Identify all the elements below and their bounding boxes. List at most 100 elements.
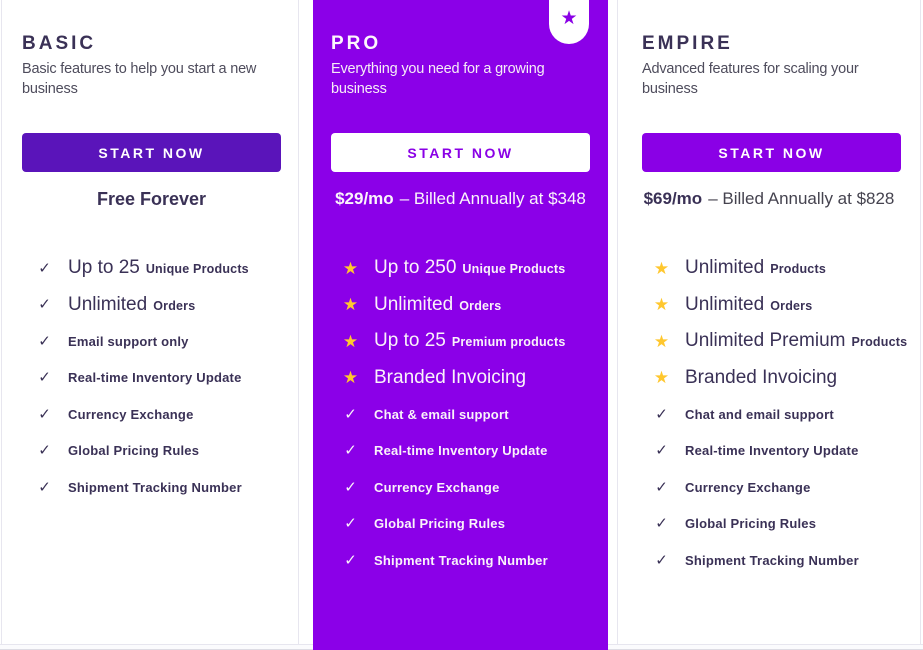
feature-row: ✓ Currency Exchange [618, 469, 920, 506]
price-billing-note: – Billed Annually at $348 [399, 189, 586, 208]
check-icon: ✓ [38, 405, 51, 423]
plan-card-pro: ★ PRO Everything you need for a growing … [313, 0, 608, 650]
feature-suffix: Products [770, 262, 826, 277]
price-note: Free Forever [96, 189, 207, 209]
check-icon: ✓ [655, 478, 668, 496]
feature-main: Real-time Inventory Update [68, 370, 242, 386]
check-icon: ✓ [344, 551, 357, 569]
feature-main: Currency Exchange [685, 479, 811, 495]
feature-row: ✓ Up to 25 Unique Products [2, 250, 298, 287]
star-icon: ★ [653, 258, 670, 278]
feature-row: ✓ Currency Exchange [313, 469, 608, 506]
feature-main: Currency Exchange [68, 406, 194, 422]
feature-main: Unlimited [685, 257, 765, 279]
plan-card-empire: EMPIRE Advanced features for scaling you… [617, 0, 921, 645]
price-billing-note: – Billed Annually at $828 [708, 189, 895, 208]
feature-main: Chat & email support [374, 406, 509, 422]
start-now-button-empire[interactable]: START NOW [642, 133, 901, 172]
feature-list-empire: ★ Unlimited Products ★ Unlimited Orders ★ … [618, 250, 920, 579]
check-icon: ✓ [655, 405, 668, 423]
feature-main: Unlimited [68, 293, 148, 315]
feature-suffix: Orders [770, 298, 813, 313]
plan-price-basic: Free Forever [22, 189, 281, 211]
feature-main: Shipment Tracking Number [374, 552, 548, 568]
check-icon: ✓ [38, 369, 51, 387]
check-icon: ✓ [38, 332, 51, 350]
star-icon: ★ [342, 368, 359, 388]
feature-row: ✓ Real-time Inventory Update [618, 433, 920, 470]
feature-suffix: Unique Products [145, 262, 249, 277]
feature-row: ✓ Chat & email support [313, 396, 608, 433]
plan-title-basic: BASIC [22, 33, 97, 54]
feature-main: Up to 25 [68, 257, 140, 279]
plan-description-basic: Basic features to help you start a new b… [22, 61, 257, 97]
plan-price-empire: $69/mo – Billed Annually at $828 [618, 189, 920, 211]
star-icon: ★ [560, 8, 578, 29]
feature-row: ✓ Real-time Inventory Update [313, 433, 608, 470]
feature-row: ✓ Email support only [2, 323, 298, 360]
feature-main: Global Pricing Rules [374, 516, 506, 532]
feature-row: ✓ Shipment Tracking Number [313, 542, 608, 579]
feature-row: ★ Branded Invoicing [618, 360, 920, 397]
check-icon: ✓ [344, 442, 357, 460]
feature-row: ✓ Currency Exchange [2, 396, 298, 433]
feature-row: ✓ Real-time Inventory Update [2, 360, 298, 397]
feature-suffix: Unique Products [462, 262, 566, 277]
feature-row: ★ Unlimited Premium Products [618, 323, 920, 360]
feature-suffix: Orders [459, 298, 502, 313]
feature-main: Up to 25 [374, 330, 446, 352]
check-icon: ✓ [38, 478, 51, 496]
feature-row: ★ Unlimited Orders [618, 287, 920, 324]
check-icon: ✓ [655, 515, 668, 533]
plan-title-pro: PRO [331, 33, 382, 54]
feature-row: ★ Up to 25 Premium products [313, 323, 608, 360]
star-icon: ★ [653, 331, 670, 351]
feature-suffix: Products [851, 335, 908, 350]
star-icon: ★ [342, 258, 359, 278]
check-icon: ✓ [38, 259, 51, 277]
start-now-button-pro[interactable]: START NOW [331, 133, 590, 172]
feature-row: ✓ Chat and email support [618, 396, 920, 433]
feature-main: Branded Invoicing [685, 366, 838, 388]
feature-main: Real-time Inventory Update [374, 443, 548, 459]
feature-main: Unlimited [374, 293, 454, 315]
star-icon: ★ [653, 368, 670, 388]
plan-description-pro: Everything you need for a growing busine… [331, 61, 545, 97]
check-icon: ✓ [38, 442, 51, 460]
feature-row: ★ Unlimited Products [618, 250, 920, 287]
feature-main: Unlimited Premium [685, 330, 846, 352]
feature-row: ✓ Global Pricing Rules [313, 506, 608, 543]
star-icon: ★ [653, 295, 670, 315]
plan-price-pro: $29/mo – Billed Annually at $348 [313, 189, 608, 211]
feature-main: Up to 250 [374, 257, 457, 279]
featured-badge: ★ [549, 0, 589, 44]
star-icon: ★ [342, 295, 359, 315]
check-icon: ✓ [344, 515, 357, 533]
check-icon: ✓ [655, 551, 668, 569]
check-icon: ✓ [344, 478, 357, 496]
start-now-button-basic[interactable]: START NOW [22, 133, 281, 172]
feature-main: Real-time Inventory Update [685, 443, 859, 459]
check-icon: ✓ [655, 442, 668, 460]
feature-main: Global Pricing Rules [68, 443, 200, 459]
feature-main: Unlimited [685, 293, 765, 315]
feature-row: ✓ Global Pricing Rules [2, 433, 298, 470]
feature-main: Branded Invoicing [374, 366, 527, 388]
feature-main: Global Pricing Rules [685, 516, 817, 532]
feature-main: Currency Exchange [374, 479, 500, 495]
check-icon: ✓ [344, 405, 357, 423]
feature-list-basic: ✓ Up to 25 Unique Products ✓ Unlimited Ord… [2, 250, 298, 506]
price-amount: $29/mo [335, 189, 394, 208]
feature-row: ✓ Global Pricing Rules [618, 506, 920, 543]
feature-row: ✓ Shipment Tracking Number [618, 542, 920, 579]
feature-main: Shipment Tracking Number [685, 552, 859, 568]
plan-description-empire: Advanced features for scaling your busin… [642, 61, 859, 97]
feature-list-pro: ★ Up to 250 Unique Products ★ Unlimited Or… [313, 250, 608, 579]
feature-main: Email support only [68, 333, 189, 349]
price-amount: $69/mo [643, 189, 703, 208]
check-icon: ✓ [38, 296, 51, 314]
feature-row: ★ Branded Invoicing [313, 360, 608, 397]
feature-suffix: Orders [153, 298, 196, 313]
feature-row: ✓ Shipment Tracking Number [2, 469, 298, 506]
